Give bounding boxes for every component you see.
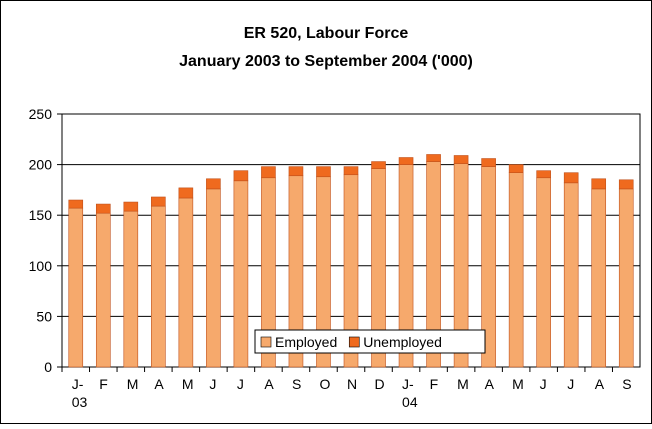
- bar-segment: [178, 187, 194, 199]
- y-tick-label: 0: [44, 359, 52, 375]
- bar-segment: [233, 180, 249, 368]
- x-tick-label: J: [540, 376, 547, 392]
- chart-subtitle: January 2003 to September 2004 ('000): [179, 53, 473, 70]
- x-tick-label: S: [622, 376, 631, 392]
- legend-box: [254, 329, 486, 354]
- x-tick-label: A: [595, 376, 605, 392]
- bar-segment: [343, 166, 359, 176]
- x-tick-label: M: [512, 376, 524, 392]
- bar-segment: [618, 179, 634, 190]
- bar-segment: [508, 164, 524, 173]
- bar-segment: [288, 166, 304, 177]
- x-tick-label: J: [209, 376, 216, 392]
- bar-segment: [233, 170, 249, 182]
- y-tick-label: 100: [29, 258, 53, 274]
- bar-segment: [371, 161, 386, 169]
- bar-segment: [95, 203, 111, 214]
- bar-segment: [178, 197, 194, 368]
- y-tick-label: 50: [36, 308, 52, 324]
- x-tick-label: F: [430, 376, 439, 392]
- x-tick-label: M: [457, 376, 469, 392]
- x-tick-label: O: [319, 376, 330, 392]
- x-tick-label: J-04: [402, 376, 418, 410]
- bar-segment: [563, 172, 579, 184]
- bar-segment: [123, 201, 139, 212]
- bar-segment: [261, 166, 276, 179]
- bar-segment: [591, 188, 607, 368]
- bar-segment: [206, 178, 221, 190]
- x-tick-label: F: [99, 376, 108, 392]
- bar-segment: [453, 155, 469, 164]
- legend-label: Unemployed: [363, 334, 442, 350]
- legend-swatch: [348, 336, 360, 348]
- bar-segment: [508, 172, 524, 368]
- x-tick-label: M: [182, 376, 194, 392]
- x-tick-label: A: [154, 376, 164, 392]
- x-tick-label: A: [264, 376, 274, 392]
- x-tick-label: S: [292, 376, 301, 392]
- x-tick-label: J: [237, 376, 244, 392]
- bar-segment: [563, 182, 579, 368]
- x-tick-label: J: [567, 376, 574, 392]
- bar-segment: [536, 177, 551, 368]
- bar-segment: [398, 157, 414, 165]
- bar-segment: [151, 205, 166, 368]
- bar-segment: [206, 188, 221, 368]
- x-tick-label: N: [347, 376, 357, 392]
- y-tick-label: 250: [29, 106, 53, 122]
- bar-segment: [123, 210, 139, 368]
- bar-segment: [536, 170, 551, 179]
- legend-label: Employed: [275, 334, 337, 350]
- bar-segment: [618, 188, 634, 368]
- bar-segment: [481, 158, 496, 167]
- bar-segment: [68, 199, 84, 209]
- x-tick-label: D: [375, 376, 385, 392]
- x-tick-label: J-03: [72, 376, 88, 410]
- bar-segment: [316, 166, 331, 178]
- legend-swatch: [260, 336, 272, 348]
- chart-title: ER 520, Labour Force: [244, 25, 409, 42]
- x-tick-label: A: [485, 376, 495, 392]
- bar-segment: [426, 154, 441, 162]
- bar-segment: [95, 212, 111, 368]
- y-tick-label: 200: [29, 157, 53, 173]
- bar-segment: [151, 196, 166, 207]
- y-tick-label: 150: [29, 207, 53, 223]
- bar-segment: [591, 178, 607, 190]
- bar-segment: [68, 207, 84, 368]
- x-tick-label: M: [127, 376, 139, 392]
